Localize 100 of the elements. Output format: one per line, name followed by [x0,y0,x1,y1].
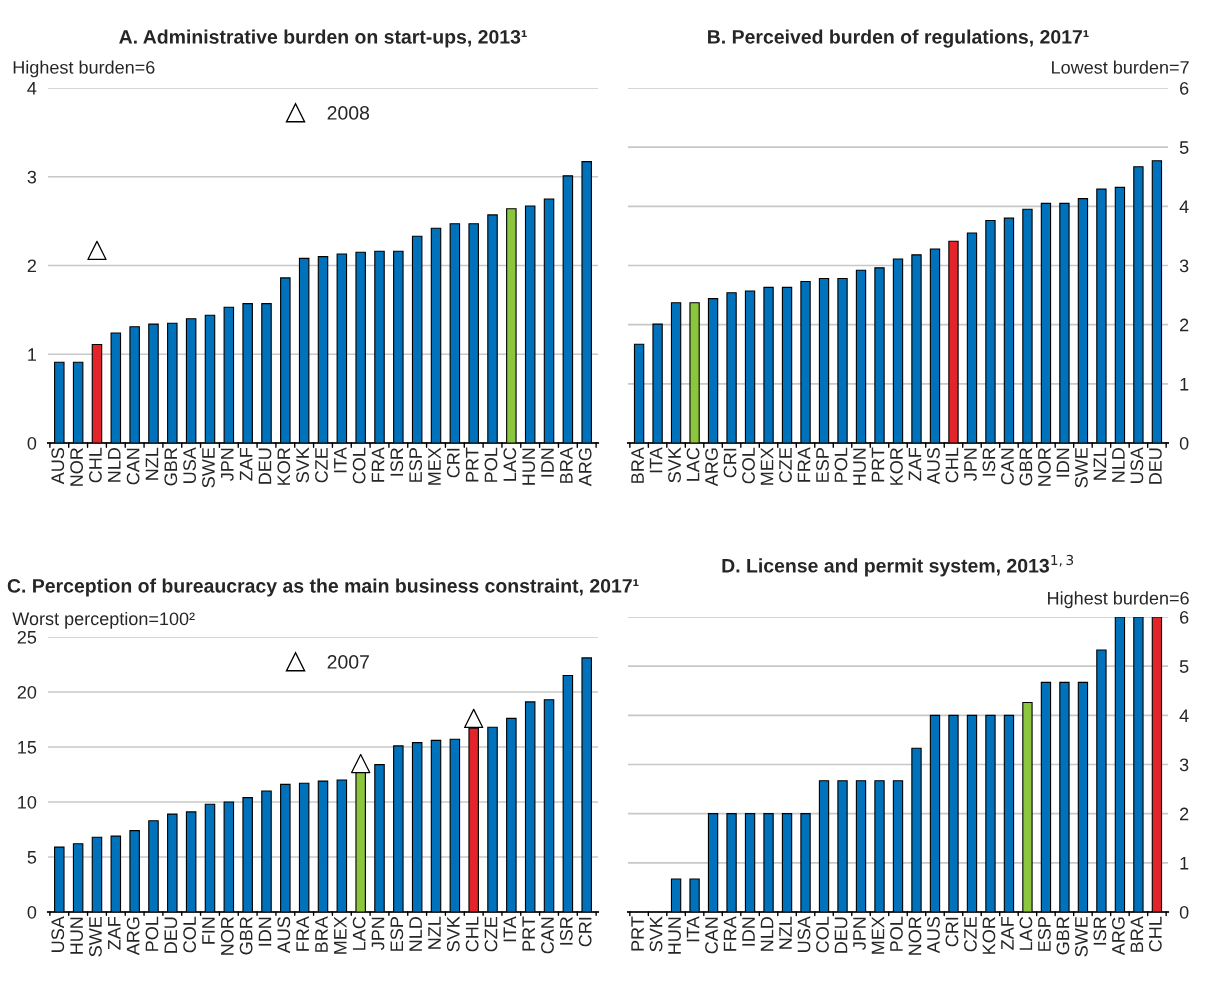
x-tick-label: NOR [70,448,83,486]
y-axis-title: Highest burden=6 [13,60,155,78]
x-tick-label: ZAF [108,916,121,950]
x-tick-label: USA [797,916,811,952]
bar [874,780,885,912]
bar [633,343,645,443]
bar [317,256,329,443]
bar [524,205,536,443]
x-tick-label: DEU [1149,448,1162,484]
x-tick-label: GBR [164,448,178,486]
bar [449,223,461,443]
x-tick-label: IDN [742,917,755,946]
x-tick-label: ESP [816,448,829,482]
chart-title: D. License and permit system, 2013$^{1,3}$ [722,554,1074,577]
x-tick-label: LAC [1019,916,1033,950]
x-tick-label: ARG [1111,917,1125,956]
bar [948,240,959,443]
x-tick-label: USA [1130,447,1144,483]
chart-title: B. Perceived burden of regulations, 2017¹ [708,29,1089,48]
x-tick-label: DEU [258,448,272,484]
x-tick-label: GBR [239,917,253,955]
bar [543,198,555,443]
bar [261,303,272,443]
bar [948,714,959,912]
bar [411,742,423,912]
y-tick-label: 4 [1179,200,1189,213]
chart-title: C. Perception of bureaucracy as the main business constraint, 2017¹ [7,578,639,597]
chart-title: A. Administrative burden on start-ups, 2013¹ [119,29,527,48]
bar [837,780,848,912]
x-tick-label: ITA [649,447,663,473]
x-tick-label: NZL [1093,447,1107,480]
x-tick-label: AUS [927,917,940,954]
x-tick-label: CRI [578,917,592,947]
bar [411,235,423,443]
y-tick-label: 0 [1179,905,1189,919]
x-tick-label: CAN [126,448,140,485]
x-tick-label: ARG [578,448,592,487]
x-tick-label: ZAF [1001,916,1014,950]
x-tick-label: ITA [503,916,517,942]
bar [1096,188,1107,443]
bar [468,223,479,443]
x-tick-label: NZL [779,916,792,949]
bar [393,745,404,912]
bar [242,303,253,443]
x-tick-label: PRT [465,447,479,482]
x-tick-label: LAC [686,447,700,481]
x-tick-label: BRA [560,447,573,483]
y-tick-label: 3 [27,170,37,184]
bar [1040,202,1052,443]
x-tick-label: FRA [296,916,309,951]
bar [1133,617,1144,912]
x-tick-label: CHL [945,447,959,483]
bar [929,248,941,443]
bar [985,714,996,912]
bar [562,175,574,443]
bar [1022,208,1033,443]
bar [763,813,774,912]
bar [1077,681,1089,912]
bar [506,208,517,443]
x-tick-label: CHL [465,916,479,952]
x-tick-label: KOR [890,448,903,485]
bar [1133,166,1144,443]
x-tick-label: SVK [649,916,663,952]
x-tick-label: SVK [296,447,310,483]
x-tick-label: SWE [1074,447,1088,488]
y-tick-label: 0 [27,436,37,450]
x-tick-label: DEU [164,917,178,953]
bar [689,878,700,912]
y-tick-label: 5 [1179,141,1189,154]
y-tick-label: 2 [1180,318,1189,332]
bar [487,214,498,443]
x-tick-label: JPN [853,917,866,950]
x-tick-label: KOR [277,448,291,485]
bar [726,813,737,912]
bar [185,811,197,912]
bar [855,269,867,443]
bar [707,298,719,443]
bar [242,797,253,912]
y-tick-label: 0 [1179,436,1189,450]
x-tick-label: NZL [145,447,159,480]
bar [1003,217,1015,443]
bar [374,764,385,912]
bar [818,277,830,443]
x-tick-label: MEX [760,447,774,485]
y-tick-label: 4 [27,82,37,95]
x-tick-label: AUS [277,917,291,954]
x-tick-label: NLD [1112,448,1125,482]
bar [204,314,216,443]
x-tick-label: CRI [945,917,959,947]
bar [185,318,197,443]
bar [91,836,103,912]
x-tick-label: USA [51,916,65,952]
x-tick-label: HUN [668,917,681,954]
y-tick-label: 5 [1179,660,1189,673]
bar [929,714,941,912]
x-tick-label: NZL [428,916,441,949]
bar [54,361,65,443]
x-tick-label: FRA [723,916,737,951]
x-tick-label: POL [145,916,159,951]
bar [91,343,103,443]
